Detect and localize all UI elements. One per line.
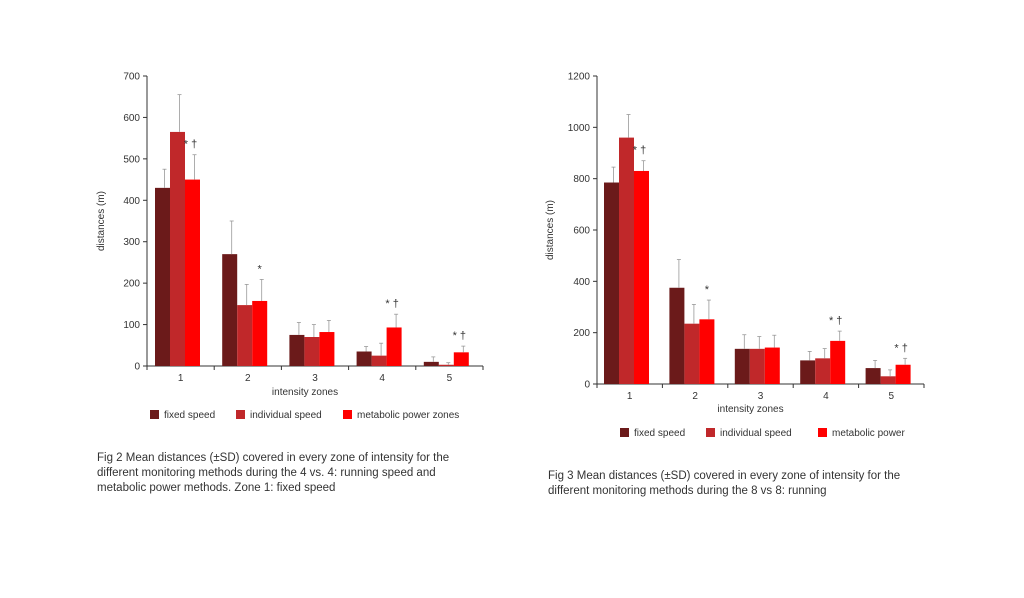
x-tick-label: 1: [627, 391, 633, 402]
x-tick-label: 2: [692, 391, 698, 402]
bar-metabolic-power-zone-4: [830, 340, 846, 384]
legend-label-fixed-speed: fixed speed: [634, 428, 685, 439]
figure-2-caption: Fig 2 Mean distances (±SD) covered in ev…: [97, 452, 450, 494]
legend-swatch-individual-speed: [236, 410, 245, 419]
y-tick-label: 100: [123, 320, 140, 331]
x-axis-label: intensity zones: [717, 404, 783, 415]
significance-marker: * †: [894, 342, 907, 354]
significance-marker: * †: [184, 139, 197, 151]
bar-individual-speed-zone-4: [371, 355, 387, 366]
bar-individual-speed-zone-2: [237, 305, 253, 366]
bar-fixed-speed-zone-2: [222, 254, 238, 366]
bar-fixed-speed-zone-2: [669, 287, 685, 384]
significance-marker: * †: [633, 145, 646, 157]
bar-individual-speed-zone-1: [170, 131, 185, 366]
y-tick-label: 1200: [568, 72, 591, 83]
y-tick-label: 400: [573, 277, 590, 288]
chart-1: 0 100 200 300 400 500 600 700 1 * † 2 * 3 4 * † 5 * † dis…: [96, 72, 484, 421]
y-tick-label: 200: [123, 279, 140, 290]
bar-fixed-speed-zone-3: [289, 334, 305, 366]
y-tick-label: 400: [123, 196, 140, 207]
legend-label-individual-speed: individual speed: [720, 428, 792, 439]
y-tick-label: 1000: [568, 123, 591, 134]
significance-marker: * †: [385, 298, 398, 310]
y-tick-label: 0: [584, 380, 590, 391]
legend-swatch-fixed-speed: [620, 428, 629, 437]
bar-individual-speed-zone-4: [815, 358, 831, 384]
figure-3-caption: Fig 3 Mean distances (±SD) covered in ev…: [548, 470, 901, 497]
legend-swatch-fixed-speed: [150, 410, 159, 419]
legend-swatch-metabolic-power: [818, 428, 827, 437]
legend-label-fixed-speed: fixed speed: [164, 410, 215, 421]
bar-metabolic-power-zone-1: [634, 170, 649, 384]
x-tick-label: 4: [823, 391, 829, 402]
y-tick-label: 300: [123, 237, 140, 248]
y-tick-label: 500: [123, 154, 140, 165]
y-tick-label: 0: [134, 362, 140, 373]
x-tick-label: 5: [447, 373, 453, 384]
bar-fixed-speed-zone-4: [356, 351, 372, 366]
x-tick-label: 2: [245, 373, 251, 384]
y-tick-label: 200: [573, 328, 590, 339]
legend-label-metabolic-power: metabolic power: [832, 428, 905, 439]
bar-individual-speed-zone-3: [304, 337, 320, 366]
significance-marker: *: [705, 284, 710, 296]
bar-individual-speed-zone-2: [684, 323, 700, 384]
bar-metabolic-power-zones-zone-4: [386, 327, 402, 366]
x-tick-label: 3: [758, 391, 764, 402]
significance-marker: * †: [829, 315, 842, 327]
y-tick-label: 700: [123, 72, 140, 83]
legend-swatch-metabolic-power-zones: [343, 410, 352, 419]
x-tick-label: 3: [312, 373, 318, 384]
bar-metabolic-power-zones-zone-1: [185, 179, 200, 366]
y-tick-label: 600: [573, 226, 590, 237]
bar-metabolic-power-zone-5: [895, 364, 911, 384]
bar-fixed-speed-zone-5: [423, 361, 439, 366]
bar-individual-speed-zone-3: [749, 348, 765, 384]
y-axis-label: distances (m): [96, 191, 107, 251]
significance-marker: *: [258, 263, 263, 275]
x-tick-label: 4: [379, 373, 385, 384]
bar-individual-speed-zone-1: [619, 137, 634, 384]
bar-fixed-speed-zone-1: [604, 182, 619, 384]
y-tick-label: 600: [123, 113, 140, 124]
bar-metabolic-power-zone-3: [764, 347, 780, 384]
bar-metabolic-power-zones-zone-5: [453, 352, 469, 366]
x-axis-label: intensity zones: [272, 387, 338, 398]
bar-metabolic-power-zone-2: [699, 319, 715, 384]
bar-metabolic-power-zones-zone-2: [252, 300, 268, 366]
bar-metabolic-power-zones-zone-3: [319, 332, 335, 366]
y-tick-label: 800: [573, 174, 590, 185]
legend-label-metabolic-power-zones: metabolic power zones: [357, 410, 459, 421]
x-tick-label: 5: [889, 391, 895, 402]
bar-individual-speed-zone-5: [880, 376, 896, 384]
chart-2: 0 200 400 600 800 1000 1200 1 * † 2 * 3 4 * † 5 * † dist…: [545, 72, 925, 439]
bar-individual-speed-zone-5: [438, 364, 454, 366]
x-tick-label: 1: [178, 373, 184, 384]
y-axis-label: distances (m): [545, 200, 556, 260]
bar-fixed-speed-zone-3: [734, 348, 750, 384]
bar-fixed-speed-zone-5: [865, 368, 881, 384]
significance-marker: * †: [453, 330, 466, 342]
bar-fixed-speed-zone-1: [155, 187, 170, 366]
legend-swatch-individual-speed: [706, 428, 715, 437]
bar-fixed-speed-zone-4: [800, 360, 816, 384]
legend-label-individual-speed: individual speed: [250, 410, 322, 421]
